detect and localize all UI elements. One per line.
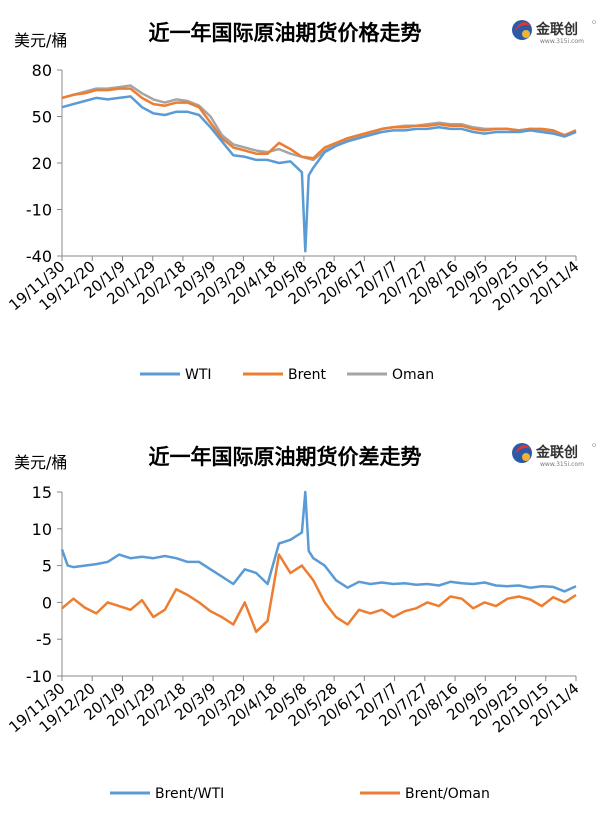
- y-tick-label: 50: [32, 108, 52, 127]
- legend-label: Brent/WTI: [155, 786, 224, 802]
- y-tick-label: -10: [26, 667, 52, 686]
- brand-name: 金联创: [535, 444, 578, 461]
- y-tick-label: 20: [32, 154, 52, 173]
- brand-site: www.315i.com: [540, 38, 584, 45]
- legend-item-brent: Brent: [243, 367, 327, 383]
- y-axis-unit-label: 美元/桶: [14, 31, 67, 50]
- brand-site: www.315i.com: [540, 461, 584, 468]
- legend-item-brent-oman: Brent/Oman: [360, 786, 490, 802]
- series-line-brent-oman: [61, 553, 577, 634]
- legend-label: Brent/Oman: [405, 786, 490, 802]
- series-line-wti: [61, 95, 577, 253]
- series-line-brent-wti: [60, 490, 577, 593]
- y-tick-label: 80: [32, 61, 52, 80]
- y-tick-label: -5: [36, 630, 52, 649]
- y-tick-label: 15: [32, 483, 52, 502]
- y-tick-label: -40: [26, 247, 52, 266]
- legend-label: Oman: [392, 367, 434, 383]
- legend-label: WTI: [185, 367, 212, 383]
- series-line-brent: [61, 87, 577, 160]
- y-axis-unit-label: 美元/桶: [14, 453, 67, 472]
- y-tick-label: 10: [32, 520, 52, 539]
- legend-item-oman: Oman: [347, 367, 434, 383]
- brand-name: 金联创: [535, 21, 578, 38]
- legend-item-brent-wti: Brent/WTI: [110, 786, 224, 802]
- y-tick-label: -10: [26, 201, 52, 220]
- legend-item-wti: WTI: [140, 367, 212, 383]
- legend-label: Brent: [288, 367, 327, 383]
- chart-title: 近一年国际原油期货价差走势: [149, 445, 422, 469]
- y-tick-label: 0: [42, 593, 52, 612]
- y-tick-label: 5: [42, 557, 52, 576]
- chart-title: 近一年国际原油期货价格走势: [149, 21, 422, 45]
